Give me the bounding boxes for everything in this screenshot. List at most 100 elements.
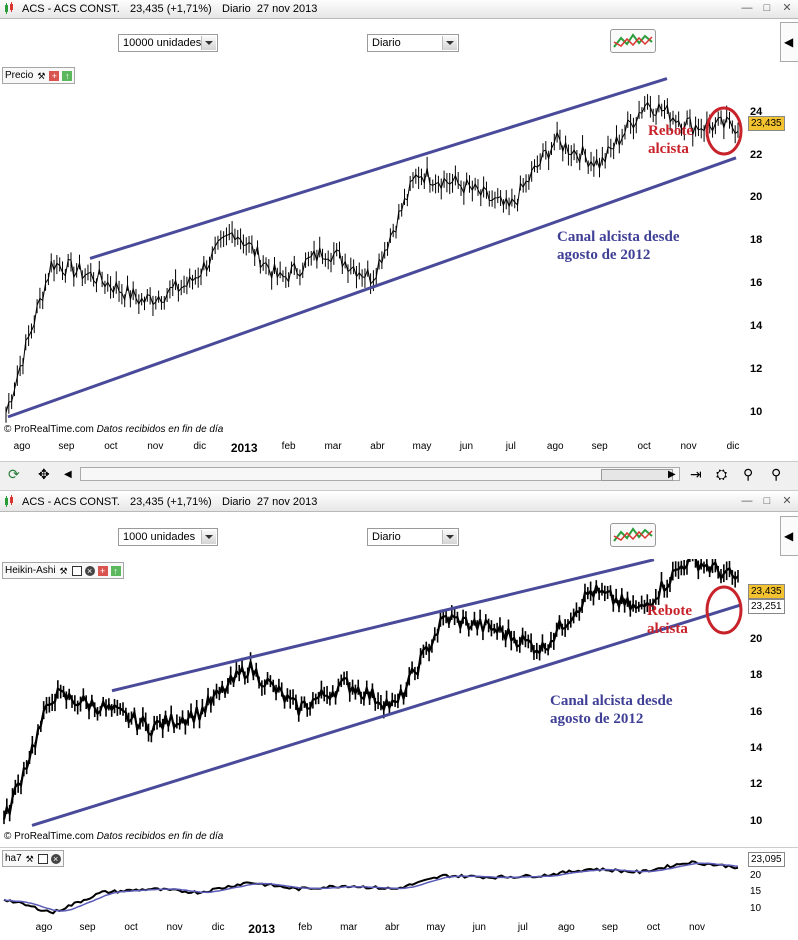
close-circle-icon[interactable]: × bbox=[50, 853, 61, 864]
scroll-left-icon[interactable]: ◀ bbox=[64, 469, 72, 480]
x-tick-label: oct bbox=[637, 441, 651, 452]
window-icon[interactable] bbox=[37, 853, 48, 864]
expand-icon[interactable]: ↑ bbox=[62, 70, 73, 81]
side-panel-toggle[interactable]: ◀ bbox=[780, 22, 798, 62]
y-tick-label: 16 bbox=[750, 705, 763, 718]
y-tick-label: 10 bbox=[750, 814, 763, 827]
x-tick-label: abr bbox=[385, 922, 400, 933]
close-icon[interactable]: ✕ bbox=[782, 2, 792, 14]
channel-lower-line bbox=[7, 156, 737, 419]
minimize-icon[interactable]: — bbox=[741, 2, 753, 14]
units-select[interactable]: 10000 unidades bbox=[118, 34, 218, 52]
y-tick-label: 20 bbox=[750, 632, 763, 645]
rebote-line1: Rebote bbox=[648, 123, 693, 139]
rebote-circle bbox=[705, 106, 743, 156]
y-tick-label: 14 bbox=[750, 742, 763, 754]
wrench-icon[interactable]: ⚒ bbox=[59, 565, 68, 576]
expand-icon[interactable]: ↑ bbox=[110, 565, 121, 576]
x-tick-label: 2013 bbox=[230, 441, 258, 455]
x-tick-label: ago bbox=[558, 922, 575, 933]
rebote-annotation: Rebote alcista bbox=[648, 122, 693, 158]
minimize-icon[interactable]: — bbox=[741, 495, 753, 507]
channel-upper-line bbox=[111, 559, 655, 693]
period-select-value: Diario bbox=[372, 37, 401, 49]
ha7-chart[interactable] bbox=[0, 848, 746, 920]
scroll-end-icon[interactable]: ⇥ bbox=[690, 466, 702, 482]
remove-icon[interactable]: + bbox=[97, 565, 108, 576]
x-tick-label: jul bbox=[505, 441, 516, 452]
date-x-axis: ago sep oct nov dic 2013 feb mar abr may jun jul ago… bbox=[0, 922, 746, 938]
chevron-down-icon bbox=[442, 530, 457, 544]
x-tick-label: dic bbox=[726, 441, 740, 452]
period-select[interactable]: Diario bbox=[367, 528, 459, 546]
zoom-out-icon[interactable]: ⚲ bbox=[743, 466, 754, 482]
units-select[interactable]: 1000 unidades bbox=[118, 528, 218, 546]
scrollbar-thumb[interactable] bbox=[601, 469, 673, 481]
side-panel-toggle[interactable]: ◀ bbox=[780, 516, 798, 556]
last-price-box: 23,435 bbox=[748, 116, 785, 131]
period-select[interactable]: Diario bbox=[367, 34, 459, 52]
price-line bbox=[5, 101, 739, 413]
x-tick-label: dic bbox=[193, 441, 207, 452]
x-tick-label: may bbox=[426, 922, 446, 933]
wrench-icon[interactable]: ⚒ bbox=[37, 70, 46, 81]
x-tick-label: nov bbox=[166, 922, 183, 933]
y-tick-label: 18 bbox=[750, 234, 763, 247]
heikin-ashi-chart[interactable] bbox=[0, 559, 746, 844]
credit-site: © ProRealTime.com bbox=[4, 424, 94, 435]
ha7-average-line bbox=[3, 862, 739, 912]
x-tick-label: sep bbox=[601, 922, 618, 933]
credit-site: © ProRealTime.com bbox=[4, 831, 94, 842]
crosshair-icon[interactable]: ✥ bbox=[38, 466, 50, 482]
data-credit: © ProRealTime.com Datos recibidos en fin… bbox=[4, 424, 223, 435]
price-line bbox=[2, 559, 739, 820]
channel-lower-line bbox=[31, 603, 741, 827]
x-tick-label: feb bbox=[298, 922, 313, 933]
zoom-fit-icon[interactable]: ⛭ bbox=[716, 466, 728, 482]
remove-icon[interactable]: + bbox=[49, 70, 60, 81]
canal-line2: agosto de 2012 bbox=[557, 247, 651, 263]
x-tick-label: ago bbox=[35, 922, 53, 933]
window2-titlebar: ACS - ACS CONST. 23,435 (+1,71%) Diario … bbox=[0, 493, 798, 512]
date-x-axis: ago sep oct nov dic 2013 feb mar abr may jun jul ago… bbox=[0, 441, 746, 457]
x-tick-label: sep bbox=[58, 441, 75, 452]
indicators-icon bbox=[613, 33, 653, 48]
chart-navigation-bar: ⟳ ✥ ◀ ▶ ⇥ ⛭ ⚲ ⚲ bbox=[0, 461, 798, 491]
candlestick-app-icon bbox=[5, 2, 13, 14]
rebote-line2: alcista bbox=[647, 621, 688, 637]
x-tick-label: nov bbox=[688, 922, 706, 933]
price-series bbox=[2, 559, 739, 825]
price-chart[interactable] bbox=[0, 64, 746, 436]
refresh-icon[interactable]: ⟳ bbox=[8, 466, 20, 482]
y-tick-label: 22 bbox=[750, 148, 763, 161]
ha7-panel: ha7 ⚒ × 25201510 23,095 bbox=[0, 847, 798, 920]
title-period: Diario 27 nov 2013 bbox=[222, 496, 318, 508]
title-period: Diario 27 nov 2013 bbox=[222, 3, 318, 15]
maximize-icon[interactable]: □ bbox=[763, 2, 771, 14]
x-tick-label: nov bbox=[680, 441, 697, 452]
indicators-button[interactable] bbox=[610, 29, 656, 53]
wrench-icon[interactable]: ⚒ bbox=[25, 853, 34, 864]
indicators-button[interactable] bbox=[610, 523, 656, 547]
price-y-axis: 24 22 20 18 16 14 12 10 bbox=[750, 64, 796, 436]
x-tick-label: jun bbox=[459, 441, 474, 452]
rebote-line1: Rebote bbox=[647, 603, 692, 619]
data-credit: © ProRealTime.com Datos recibidos en fin… bbox=[4, 831, 223, 842]
canal-line1: Canal alcista desde bbox=[557, 229, 680, 245]
close-icon[interactable]: ✕ bbox=[782, 495, 792, 507]
window1-titlebar: ACS - ACS CONST. 23,435 (+1,71%) Diario … bbox=[0, 0, 798, 19]
close-circle-icon[interactable]: × bbox=[84, 565, 95, 576]
chevron-down-icon bbox=[442, 36, 457, 50]
x-tick-label: mar bbox=[340, 922, 358, 933]
last-price-box: 23,435 bbox=[748, 584, 785, 599]
x-tick-label: dic bbox=[211, 922, 225, 933]
x-tick-label: feb bbox=[281, 441, 296, 452]
x-tick-label: oct bbox=[124, 922, 138, 933]
x-tick-label: oct bbox=[646, 922, 661, 933]
canal-line1: Canal alcista desde bbox=[550, 693, 673, 709]
maximize-icon[interactable]: □ bbox=[763, 495, 771, 507]
time-scrollbar[interactable] bbox=[80, 467, 680, 481]
zoom-in-icon[interactable]: ⚲ bbox=[771, 466, 782, 482]
window-icon[interactable] bbox=[71, 565, 82, 576]
scroll-right-icon[interactable]: ▶ bbox=[668, 469, 676, 480]
